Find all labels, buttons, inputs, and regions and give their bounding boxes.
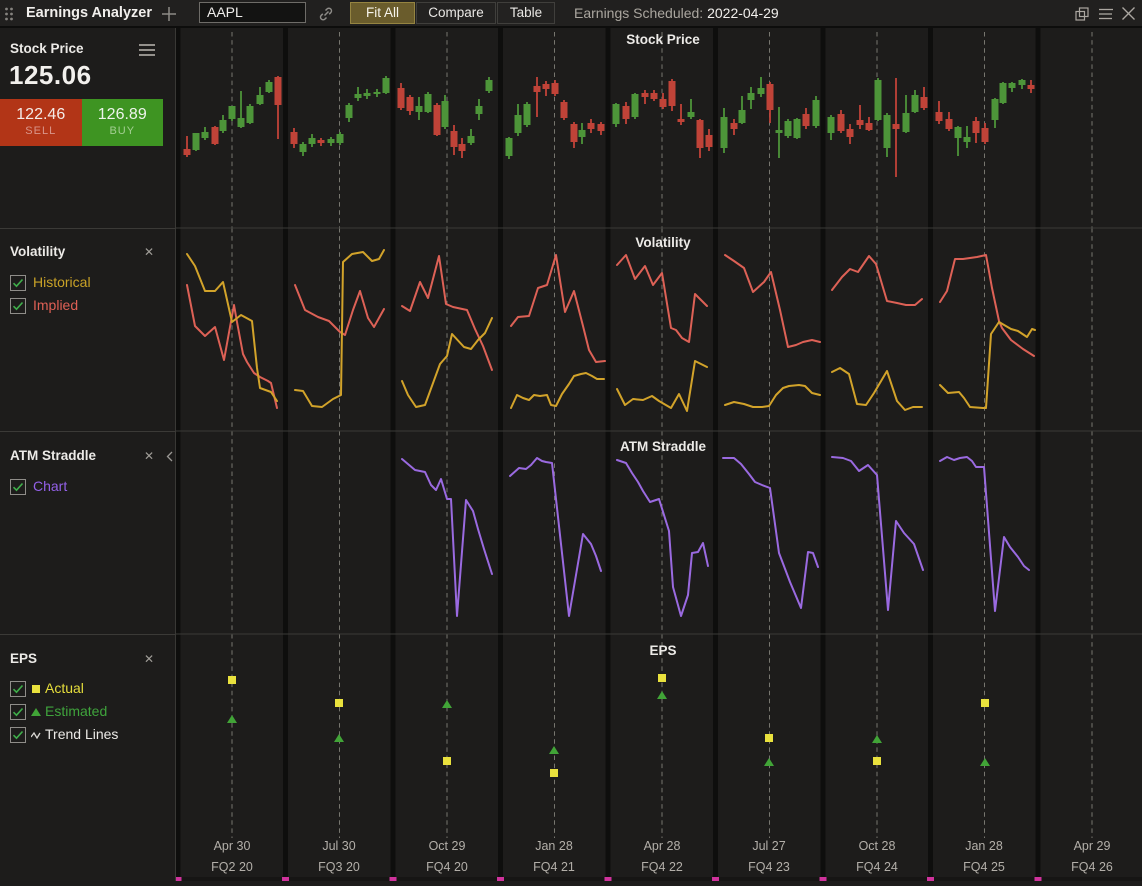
svg-text:Volatility: Volatility	[635, 235, 691, 250]
svg-text:Jul 30: Jul 30	[322, 839, 355, 853]
svg-text:Stock Price: Stock Price	[626, 32, 700, 47]
svg-text:Jan 28: Jan 28	[535, 839, 573, 853]
svg-text:Apr 28: Apr 28	[644, 839, 681, 853]
svg-text:FQ4 22: FQ4 22	[641, 860, 683, 874]
svg-text:FQ4 25: FQ4 25	[963, 860, 1005, 874]
svg-text:Apr 29: Apr 29	[1074, 839, 1111, 853]
svg-text:Apr 30: Apr 30	[214, 839, 251, 853]
svg-text:FQ4 20: FQ4 20	[426, 860, 468, 874]
svg-text:FQ4 23: FQ4 23	[748, 860, 790, 874]
svg-text:Jan 28: Jan 28	[965, 839, 1003, 853]
svg-text:FQ3 20: FQ3 20	[318, 860, 360, 874]
svg-text:ATM Straddle: ATM Straddle	[620, 439, 706, 454]
svg-text:Oct 29: Oct 29	[429, 839, 466, 853]
svg-text:FQ4 21: FQ4 21	[533, 860, 575, 874]
svg-text:FQ2 20: FQ2 20	[211, 860, 253, 874]
svg-text:Jul 27: Jul 27	[752, 839, 785, 853]
svg-text:EPS: EPS	[649, 643, 676, 658]
svg-text:FQ4 26: FQ4 26	[1071, 860, 1113, 874]
svg-text:FQ4 24: FQ4 24	[856, 860, 898, 874]
svg-text:Oct 28: Oct 28	[859, 839, 896, 853]
